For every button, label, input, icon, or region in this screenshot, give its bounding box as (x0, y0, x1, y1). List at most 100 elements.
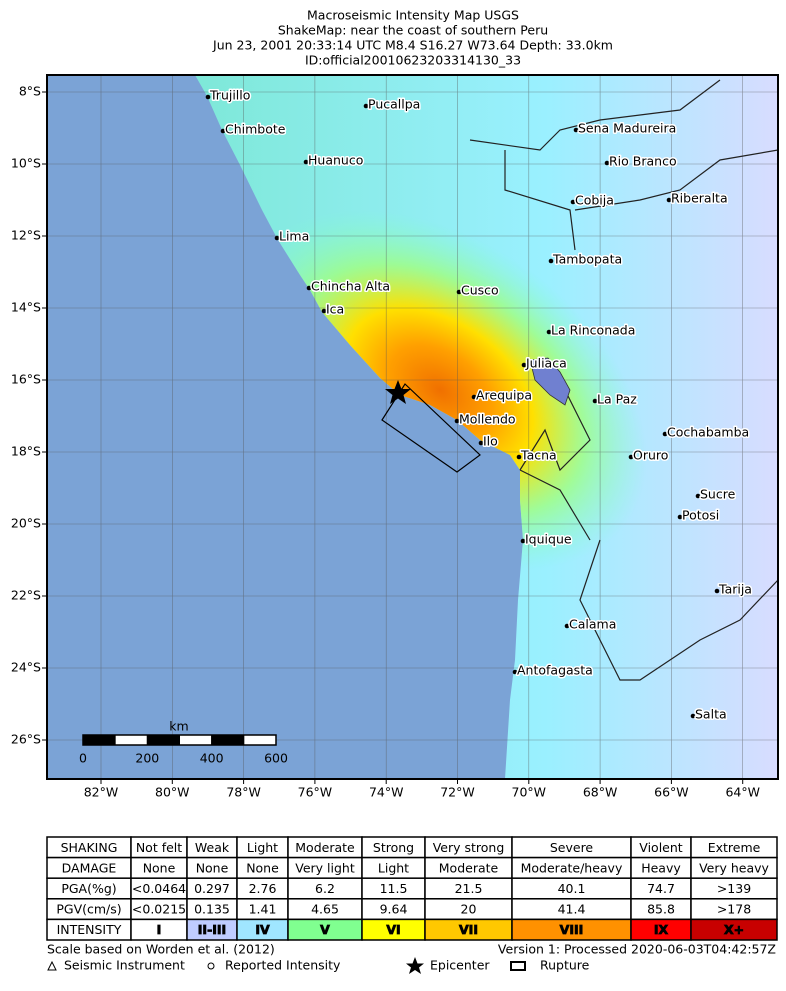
title-line: ShakeMap: near the coast of southern Per… (278, 23, 548, 38)
scale-tick: 400 (200, 751, 224, 766)
city-dot (695, 493, 701, 499)
city-dot (546, 329, 552, 335)
title-line: ID:official20010623203314130_33 (305, 53, 521, 68)
title-line: Macroseismic Intensity Map USGS (307, 8, 519, 23)
city-label: Oruro (633, 448, 668, 463)
graticule (47, 75, 778, 779)
lon-label: 74°W (369, 785, 404, 800)
city-dot (573, 127, 579, 133)
table-cell (690, 918, 778, 941)
table-text: Strong (373, 840, 414, 855)
table-text: Very light (295, 860, 355, 875)
city-label: Lima (279, 229, 309, 244)
table-text: None (143, 860, 176, 875)
city-dot (512, 669, 518, 675)
city-label: Chimbote (225, 122, 286, 137)
city-label: Salta (695, 707, 727, 722)
city-dot (363, 103, 369, 109)
scale-segment (179, 734, 213, 746)
city-label: Chincha Alta (311, 279, 390, 294)
table-text: 0.297 (194, 881, 230, 896)
lat-label: 18°S (11, 444, 41, 459)
table-text: IX (654, 922, 669, 937)
lon-label: 82°W (84, 785, 119, 800)
map-frame (46, 74, 779, 780)
city-dot (592, 398, 598, 404)
legend-label: Reported Intensity (225, 958, 341, 973)
lon-label: 66°W (654, 785, 689, 800)
city-label: Sucre (700, 487, 736, 502)
table-text: Violent (639, 840, 682, 855)
scale-segment (211, 734, 245, 746)
table-text: Extreme (708, 840, 761, 855)
reported-icon (207, 962, 215, 970)
lon-label: 80°W (155, 785, 190, 800)
table-text: IV (255, 922, 270, 937)
city-label: Potosi (682, 508, 719, 523)
epicenter-icon (406, 957, 424, 974)
table-text: II-III (198, 922, 226, 937)
city-label: Cobija (575, 193, 614, 208)
map (47, 75, 778, 779)
city-label: Cusco (461, 283, 499, 298)
city-label: La Paz (597, 392, 637, 407)
table-text: VI (386, 922, 400, 937)
city-dot (454, 418, 460, 424)
scale-segment (243, 734, 277, 746)
city-dot (666, 197, 672, 203)
scale-note: Scale based on Worden et al. (2012) (47, 942, 275, 957)
table-text: None (196, 860, 229, 875)
table-text: 41.4 (558, 902, 586, 917)
city-label: Rio Branco (609, 154, 677, 169)
table-text: I (157, 922, 162, 937)
city-dot (471, 394, 477, 400)
table-text: SHAKING (61, 840, 118, 855)
city-label: Huanuco (308, 153, 363, 168)
lon-label: 70°W (512, 785, 547, 800)
lat-label: 24°S (11, 660, 41, 675)
table-text: Moderate (295, 840, 355, 855)
version: Version 1: Processed 2020-06-03T04:42:57… (498, 942, 776, 957)
city-dot (521, 362, 527, 368)
table-text: 11.5 (380, 881, 408, 896)
city-dot (714, 588, 720, 594)
city-label: Calama (569, 617, 616, 632)
table-text: 85.8 (647, 902, 675, 917)
city-dot (564, 623, 570, 629)
table-text: 2.76 (249, 881, 277, 896)
title-line: Jun 23, 2001 20:33:14 UTC M8.4 S16.27 W7… (212, 38, 613, 53)
city-label: Iquique (525, 532, 572, 547)
city-label: Riberalta (671, 191, 728, 206)
city-dot (205, 94, 211, 100)
scale-tick: 0 (79, 751, 87, 766)
table-text: VII (459, 922, 478, 937)
city-label: Sena Madureira (578, 121, 676, 136)
city-dot (516, 454, 522, 460)
table-text: Very strong (433, 840, 505, 855)
scale-segment (146, 734, 180, 746)
scale-unit: km (169, 719, 188, 734)
scale-segment (82, 734, 116, 746)
city-dot (306, 285, 312, 291)
epicenter (385, 380, 411, 404)
table-text: 40.1 (558, 881, 586, 896)
instrument-icon (47, 960, 57, 971)
city-label: Antofagasta (517, 663, 593, 678)
table-text: 1.41 (249, 902, 277, 917)
table-text: 20 (461, 902, 477, 917)
lon-label: 64°W (725, 785, 760, 800)
lon-label: 78°W (226, 785, 261, 800)
city-label: Ilo (483, 434, 498, 449)
table-text: Moderate (439, 860, 499, 875)
city-dot (677, 514, 683, 520)
table-text: INTENSITY (57, 922, 122, 937)
city-label: Cochabamba (667, 425, 749, 440)
city-dot (662, 431, 668, 437)
lat-label: 14°S (11, 300, 41, 315)
scale-tick: 200 (135, 751, 159, 766)
table-text: 74.7 (647, 881, 675, 896)
table-text: 21.5 (455, 881, 483, 896)
lat-label: 12°S (11, 228, 41, 243)
city-label: Mollendo (459, 412, 516, 427)
